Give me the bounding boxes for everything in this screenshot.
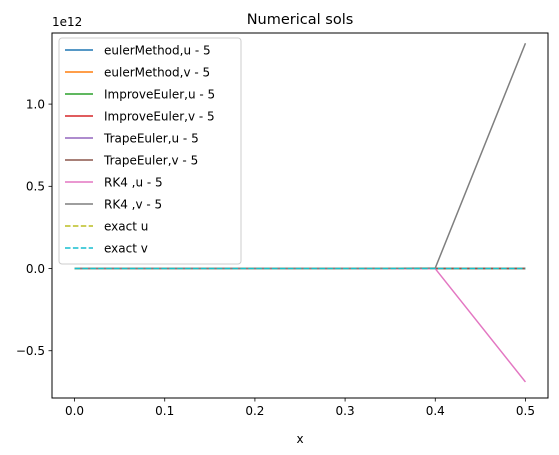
legend-label: ImproveEuler,v - 5 [104, 109, 215, 123]
series-layer [74, 43, 527, 383]
x-tick-label: 0.0 [65, 404, 84, 418]
y-tick-label: 0.5 [26, 180, 45, 194]
y-axis: −0.5 0.0 0.5 1.0 [16, 97, 52, 358]
legend-label: RK4 ,v - 5 [104, 197, 162, 211]
legend-label: ImproveEuler,u - 5 [104, 87, 215, 101]
x-tick-label: 0.1 [155, 404, 174, 418]
x-tick-label: 0.4 [426, 404, 445, 418]
x-axis: 0.0 0.1 0.2 0.3 0.4 0.5 [65, 398, 535, 418]
y-offset-label: 1e12 [52, 15, 82, 29]
plot-frame [51, 32, 549, 399]
chart-title: Numerical sols [247, 12, 354, 28]
legend-label: eulerMethod,u - 5 [104, 43, 211, 57]
legend-label: RK4 ,u - 5 [104, 175, 163, 189]
legend: eulerMethod,u - 5 eulerMethod,v - 5 Improv… [58, 37, 242, 265]
x-tick-label: 0.5 [516, 404, 535, 418]
legend-label: exact u [104, 219, 148, 233]
y-tick-label: 1.0 [26, 97, 45, 111]
legend-box [58, 37, 242, 265]
legend-label: TrapeEuler,v - 5 [103, 153, 198, 167]
y-tick-label: −0.5 [16, 344, 45, 358]
legend-label: exact v [104, 241, 148, 255]
x-tick-label: 0.2 [245, 404, 264, 418]
legend-label: TrapeEuler,u - 5 [103, 131, 199, 145]
legend-label: eulerMethod,v - 5 [104, 65, 210, 79]
x-tick-label: 0.3 [336, 404, 355, 418]
y-tick-label: 0.0 [26, 262, 45, 276]
x-axis-label: x [296, 432, 303, 446]
